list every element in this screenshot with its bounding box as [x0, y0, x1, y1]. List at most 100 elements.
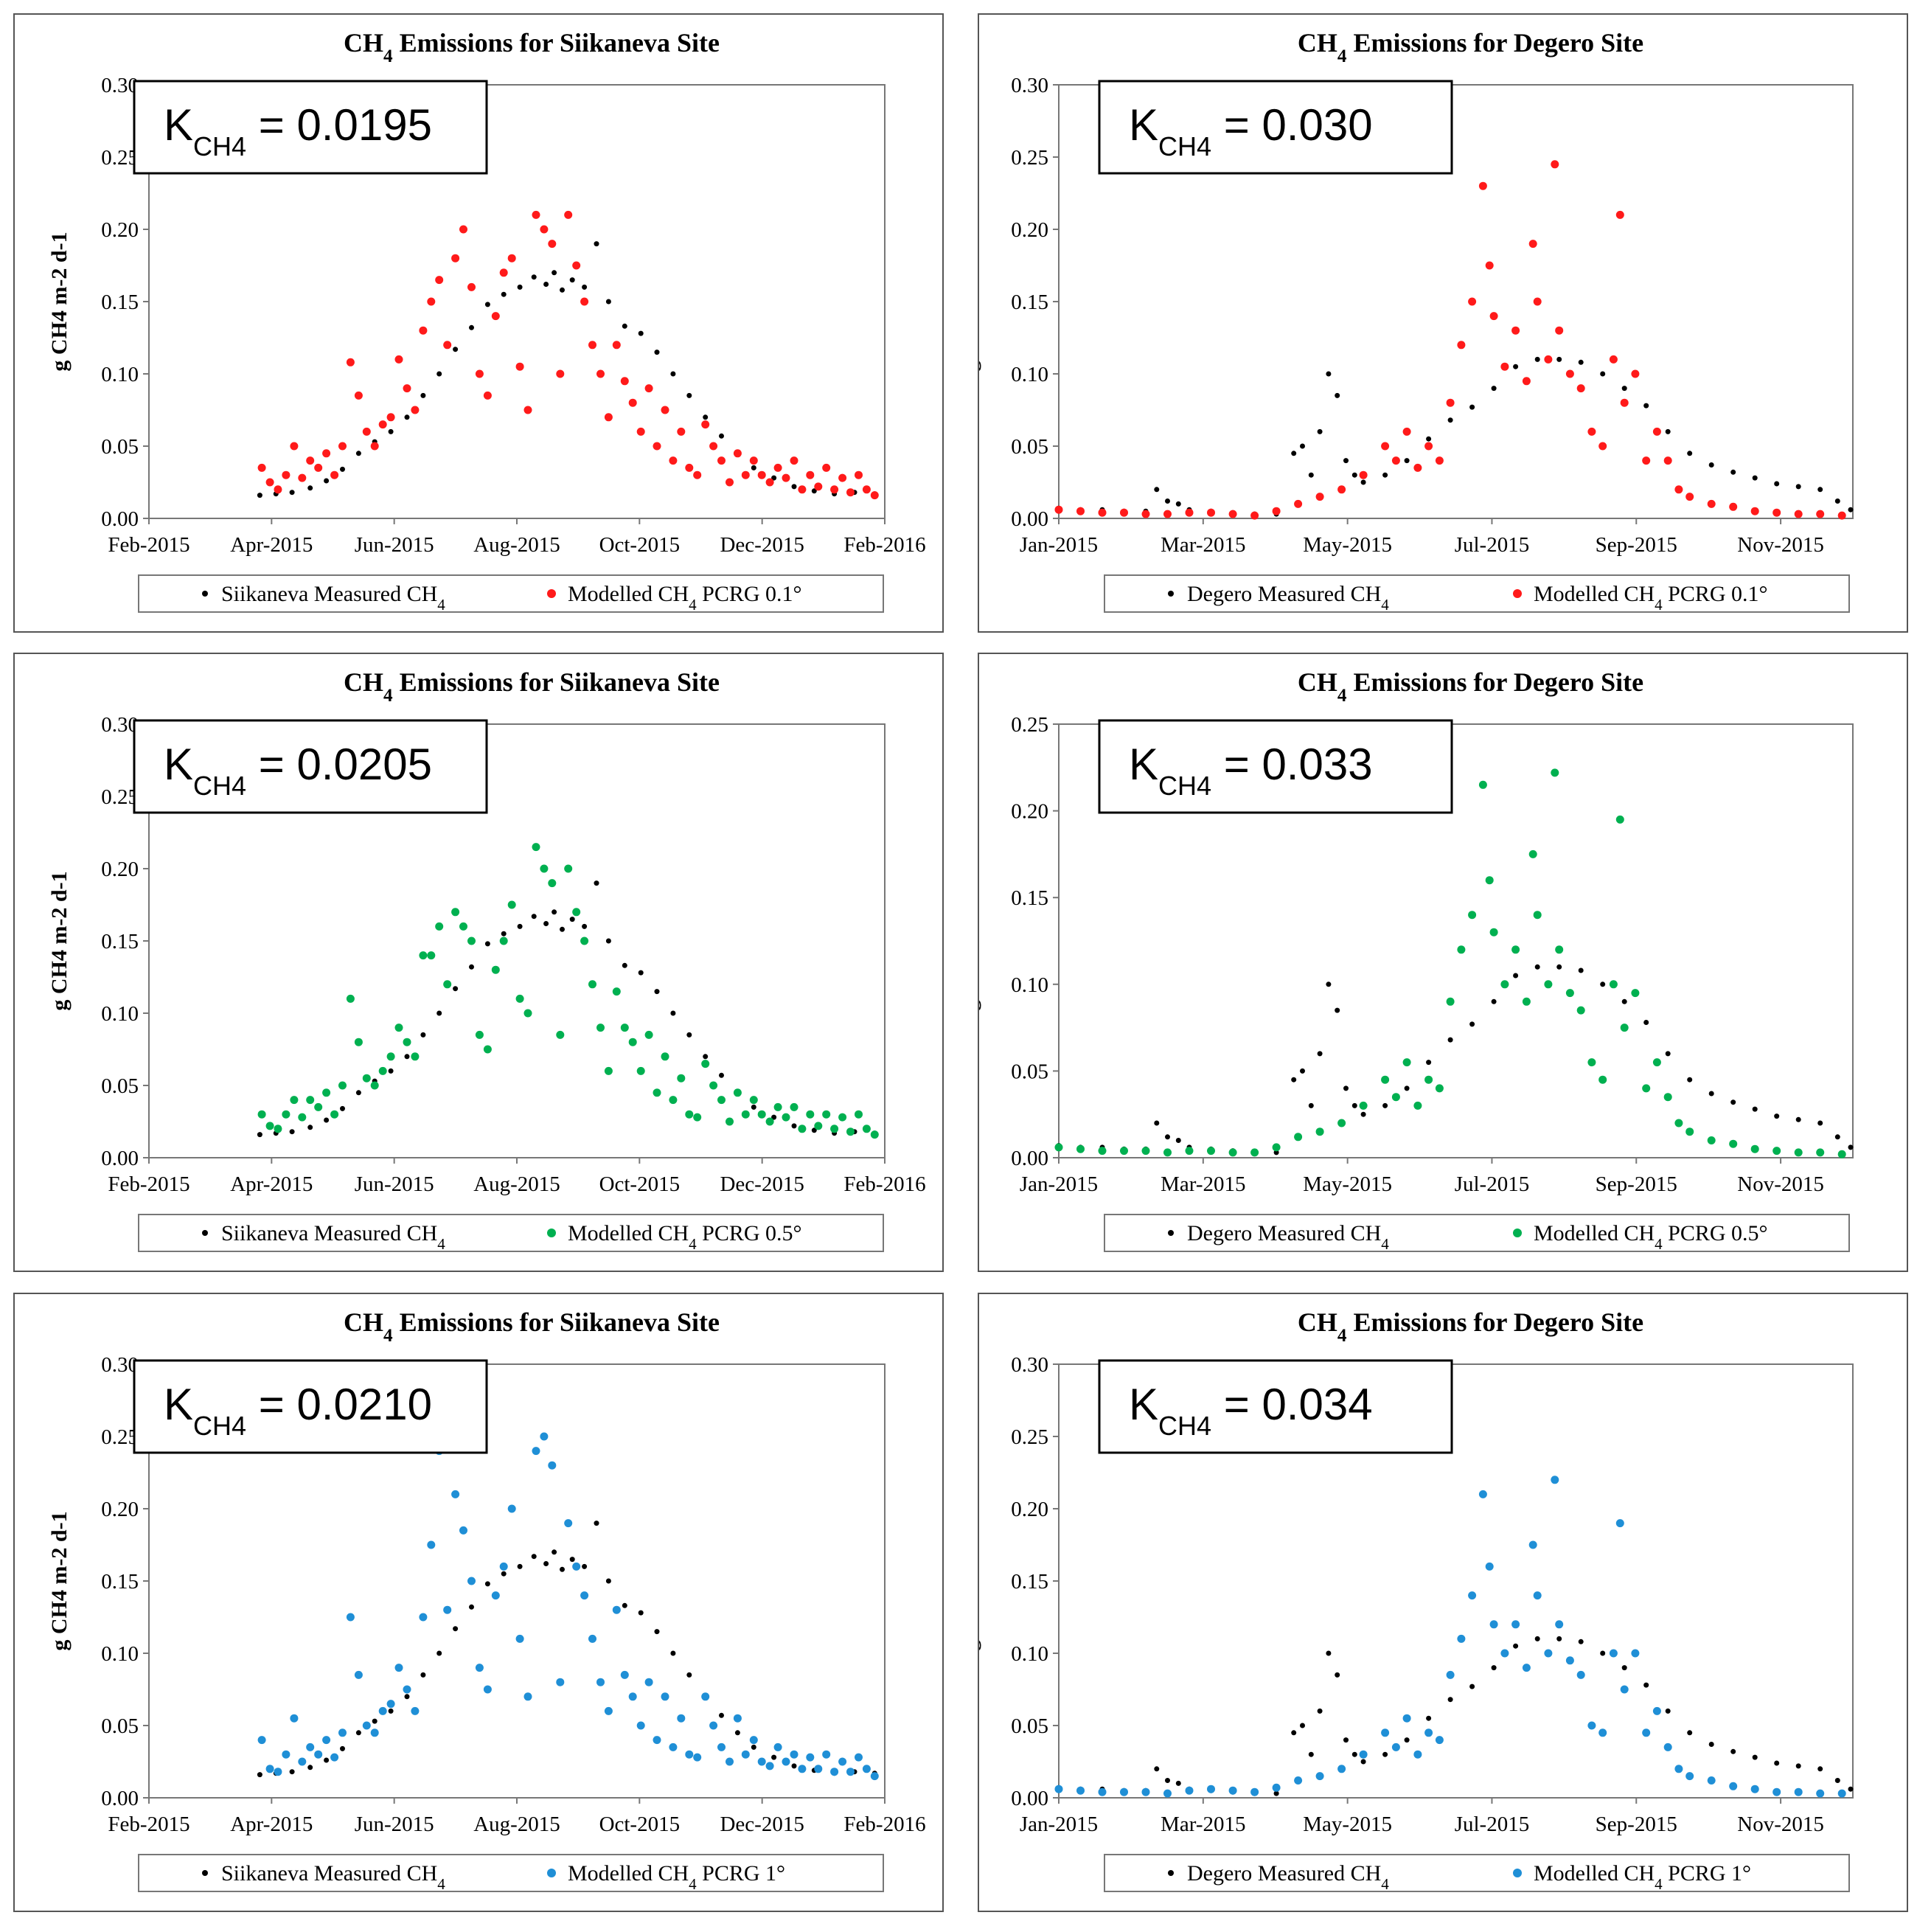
x-tick-label: Sep-2015 — [1596, 1813, 1677, 1836]
data-point — [1424, 1075, 1433, 1084]
data-point — [274, 1125, 282, 1133]
data-point — [830, 1125, 839, 1133]
data-point — [1315, 1127, 1324, 1136]
y-axis-label: g CH4 m-2 d-1 — [979, 1511, 981, 1650]
data-point — [1294, 1776, 1303, 1785]
data-point — [1565, 369, 1574, 378]
data-point — [531, 274, 537, 280]
data-point — [1533, 297, 1542, 306]
data-point — [1794, 1787, 1803, 1796]
data-point — [451, 908, 460, 917]
data-point — [378, 420, 387, 429]
data-point — [717, 1742, 726, 1751]
data-point — [1413, 1750, 1422, 1759]
data-point — [1772, 1147, 1781, 1156]
series-measured — [257, 1521, 877, 1778]
data-point — [1315, 493, 1324, 501]
data-point — [1120, 508, 1128, 517]
data-point — [540, 864, 549, 873]
data-point — [773, 463, 782, 472]
data-point — [1513, 973, 1519, 979]
data-point — [757, 1757, 766, 1766]
data-point — [1729, 1139, 1738, 1148]
data-point — [436, 1010, 442, 1016]
data-point — [703, 414, 709, 420]
data-point — [628, 1692, 637, 1701]
x-tick-label: Jun-2015 — [355, 1813, 434, 1836]
data-point — [1185, 508, 1194, 517]
data-point — [290, 1714, 299, 1723]
data-point — [257, 1110, 266, 1119]
data-point — [420, 1672, 426, 1678]
data-point — [846, 1768, 855, 1776]
data-point — [1500, 362, 1509, 371]
data-point — [370, 442, 379, 451]
data-point — [354, 1038, 363, 1046]
data-point — [1478, 181, 1487, 190]
x-tick-label: Sep-2015 — [1596, 533, 1677, 557]
data-point — [594, 241, 599, 247]
data-point — [1685, 1127, 1694, 1136]
data-point — [1620, 1024, 1629, 1032]
data-point — [548, 1461, 557, 1470]
data-point — [719, 1072, 724, 1078]
data-point — [790, 1102, 799, 1111]
data-point — [822, 1750, 831, 1759]
data-point — [1469, 404, 1475, 410]
data-point — [1165, 498, 1170, 504]
data-point — [1326, 371, 1332, 377]
data-point — [552, 270, 557, 276]
x-tick-label: Nov-2015 — [1737, 533, 1824, 557]
data-point — [1469, 1683, 1475, 1689]
data-point — [870, 491, 879, 500]
data-point — [1687, 1077, 1693, 1083]
x-tick-label: Feb-2016 — [843, 533, 925, 557]
data-point — [1381, 1075, 1390, 1084]
data-point — [1485, 261, 1494, 270]
data-point — [1685, 493, 1694, 501]
data-point — [394, 1664, 403, 1672]
data-point — [1555, 326, 1564, 335]
k-label-text: KCH4 = 0.0205 — [164, 740, 432, 801]
data-point — [644, 1030, 653, 1039]
data-point — [588, 341, 596, 350]
data-point — [870, 1130, 879, 1139]
x-tick-label: Nov-2015 — [1737, 1172, 1824, 1196]
data-point — [1551, 160, 1559, 169]
data-point — [1848, 1786, 1854, 1792]
data-point — [1076, 507, 1085, 515]
data-point — [560, 1566, 565, 1572]
data-point — [346, 1613, 355, 1622]
data-point — [1528, 1540, 1537, 1549]
data-point — [340, 1745, 345, 1751]
data-point — [1708, 1091, 1714, 1097]
data-point — [451, 1490, 460, 1498]
data-point — [1446, 398, 1455, 407]
legend-marker — [1513, 589, 1522, 598]
y-tick-label: 0.30 — [101, 74, 139, 97]
k-label-text: KCH4 = 0.034 — [1129, 1380, 1373, 1441]
chart-panel-deg-1: CH4 Emissions for Degero Site 0.00 0.05 0.1… — [978, 1293, 1908, 1912]
data-point — [1551, 1476, 1559, 1484]
data-point — [1817, 1766, 1823, 1772]
data-point — [1343, 1737, 1349, 1743]
data-point — [1382, 1751, 1388, 1757]
data-point — [686, 1032, 692, 1038]
data-point — [1534, 356, 1540, 362]
data-point — [469, 964, 474, 970]
x-tick-label: Oct-2015 — [599, 533, 681, 557]
data-point — [523, 406, 532, 414]
data-point — [838, 1757, 847, 1766]
y-axis-label: g CH4 m-2 d-1 — [979, 232, 981, 371]
data-point — [346, 994, 355, 1003]
data-point — [749, 1096, 758, 1105]
data-point — [1652, 427, 1661, 436]
data-point — [394, 355, 403, 364]
chart-title: CH4 Emissions for Siikaneva Site — [344, 28, 720, 66]
data-point — [532, 1447, 540, 1456]
data-point — [749, 1736, 758, 1745]
data-point — [596, 1024, 605, 1032]
data-point — [588, 1634, 596, 1643]
data-point — [685, 1750, 694, 1759]
data-point — [1730, 1748, 1736, 1754]
